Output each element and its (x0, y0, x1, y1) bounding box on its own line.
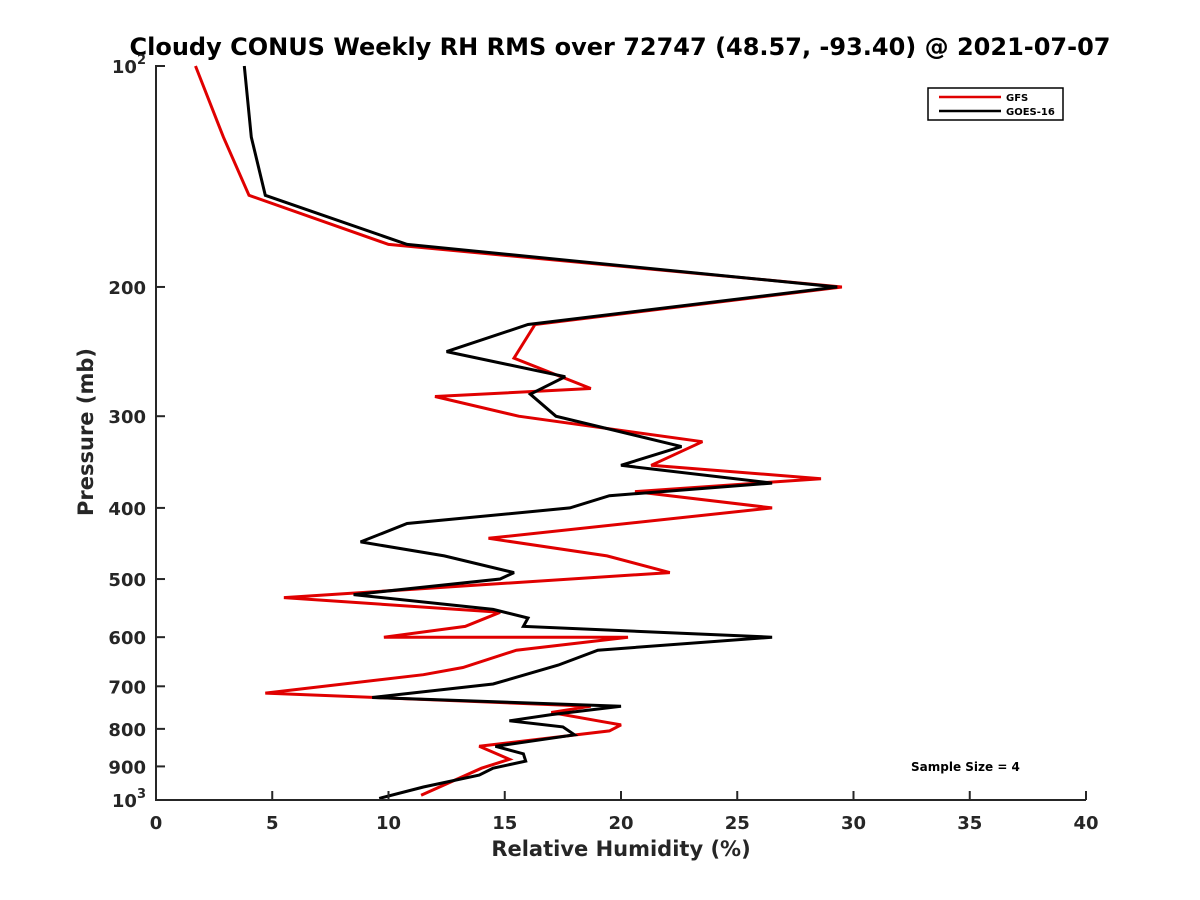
plot-area (194, 65, 843, 800)
legend-label-goes-16: GOES-16 (1006, 107, 1055, 118)
legend-label-gfs: GFS (1006, 93, 1028, 104)
y-tick-label: 102 (112, 53, 146, 78)
y-tick-base: 10 (112, 57, 137, 78)
x-tick-label: 20 (608, 813, 633, 834)
y-tick-label: 600 (108, 628, 146, 649)
y-tick-label: 700 (108, 677, 146, 698)
series-line-goes-16 (242, 65, 838, 800)
y-axis-line (155, 65, 157, 801)
sample-size-annotation: Sample Size = 4 (911, 760, 1020, 774)
y-axis-label: Pressure (mb) (74, 348, 98, 516)
x-tick-label: 35 (957, 813, 982, 834)
y-tick-label: 500 (108, 570, 146, 591)
x-tick-label: 30 (841, 813, 866, 834)
legend: GFS GOES-16 (927, 87, 1064, 121)
y-tick-label: 400 (108, 499, 146, 520)
x-tick-label: 15 (492, 813, 517, 834)
y-tick-base: 10 (112, 791, 137, 812)
x-tick-label: 0 (150, 813, 163, 834)
legend-box (927, 87, 1064, 121)
y-tick-label: 200 (108, 278, 146, 299)
y-tick-label: 103 (112, 787, 146, 812)
y-tick-label: 300 (108, 407, 146, 428)
y-tick-exponent: 2 (137, 53, 146, 68)
x-tick-label: 5 (266, 813, 279, 834)
y-tick-label: 900 (108, 757, 146, 778)
x-axis-label: Relative Humidity (%) (491, 837, 750, 861)
x-tick-label: 10 (376, 813, 401, 834)
x-axis-ticks: 0 5 10 15 20 25 30 35 40 (150, 791, 1099, 834)
chart-title: Cloudy CONUS Weekly RH RMS over 72747 (4… (130, 33, 1111, 61)
y-tick-exponent: 3 (137, 787, 146, 802)
series-line-gfs (194, 65, 843, 797)
x-tick-label: 25 (725, 813, 750, 834)
y-tick-label: 800 (108, 720, 146, 741)
x-tick-label: 40 (1073, 813, 1098, 834)
